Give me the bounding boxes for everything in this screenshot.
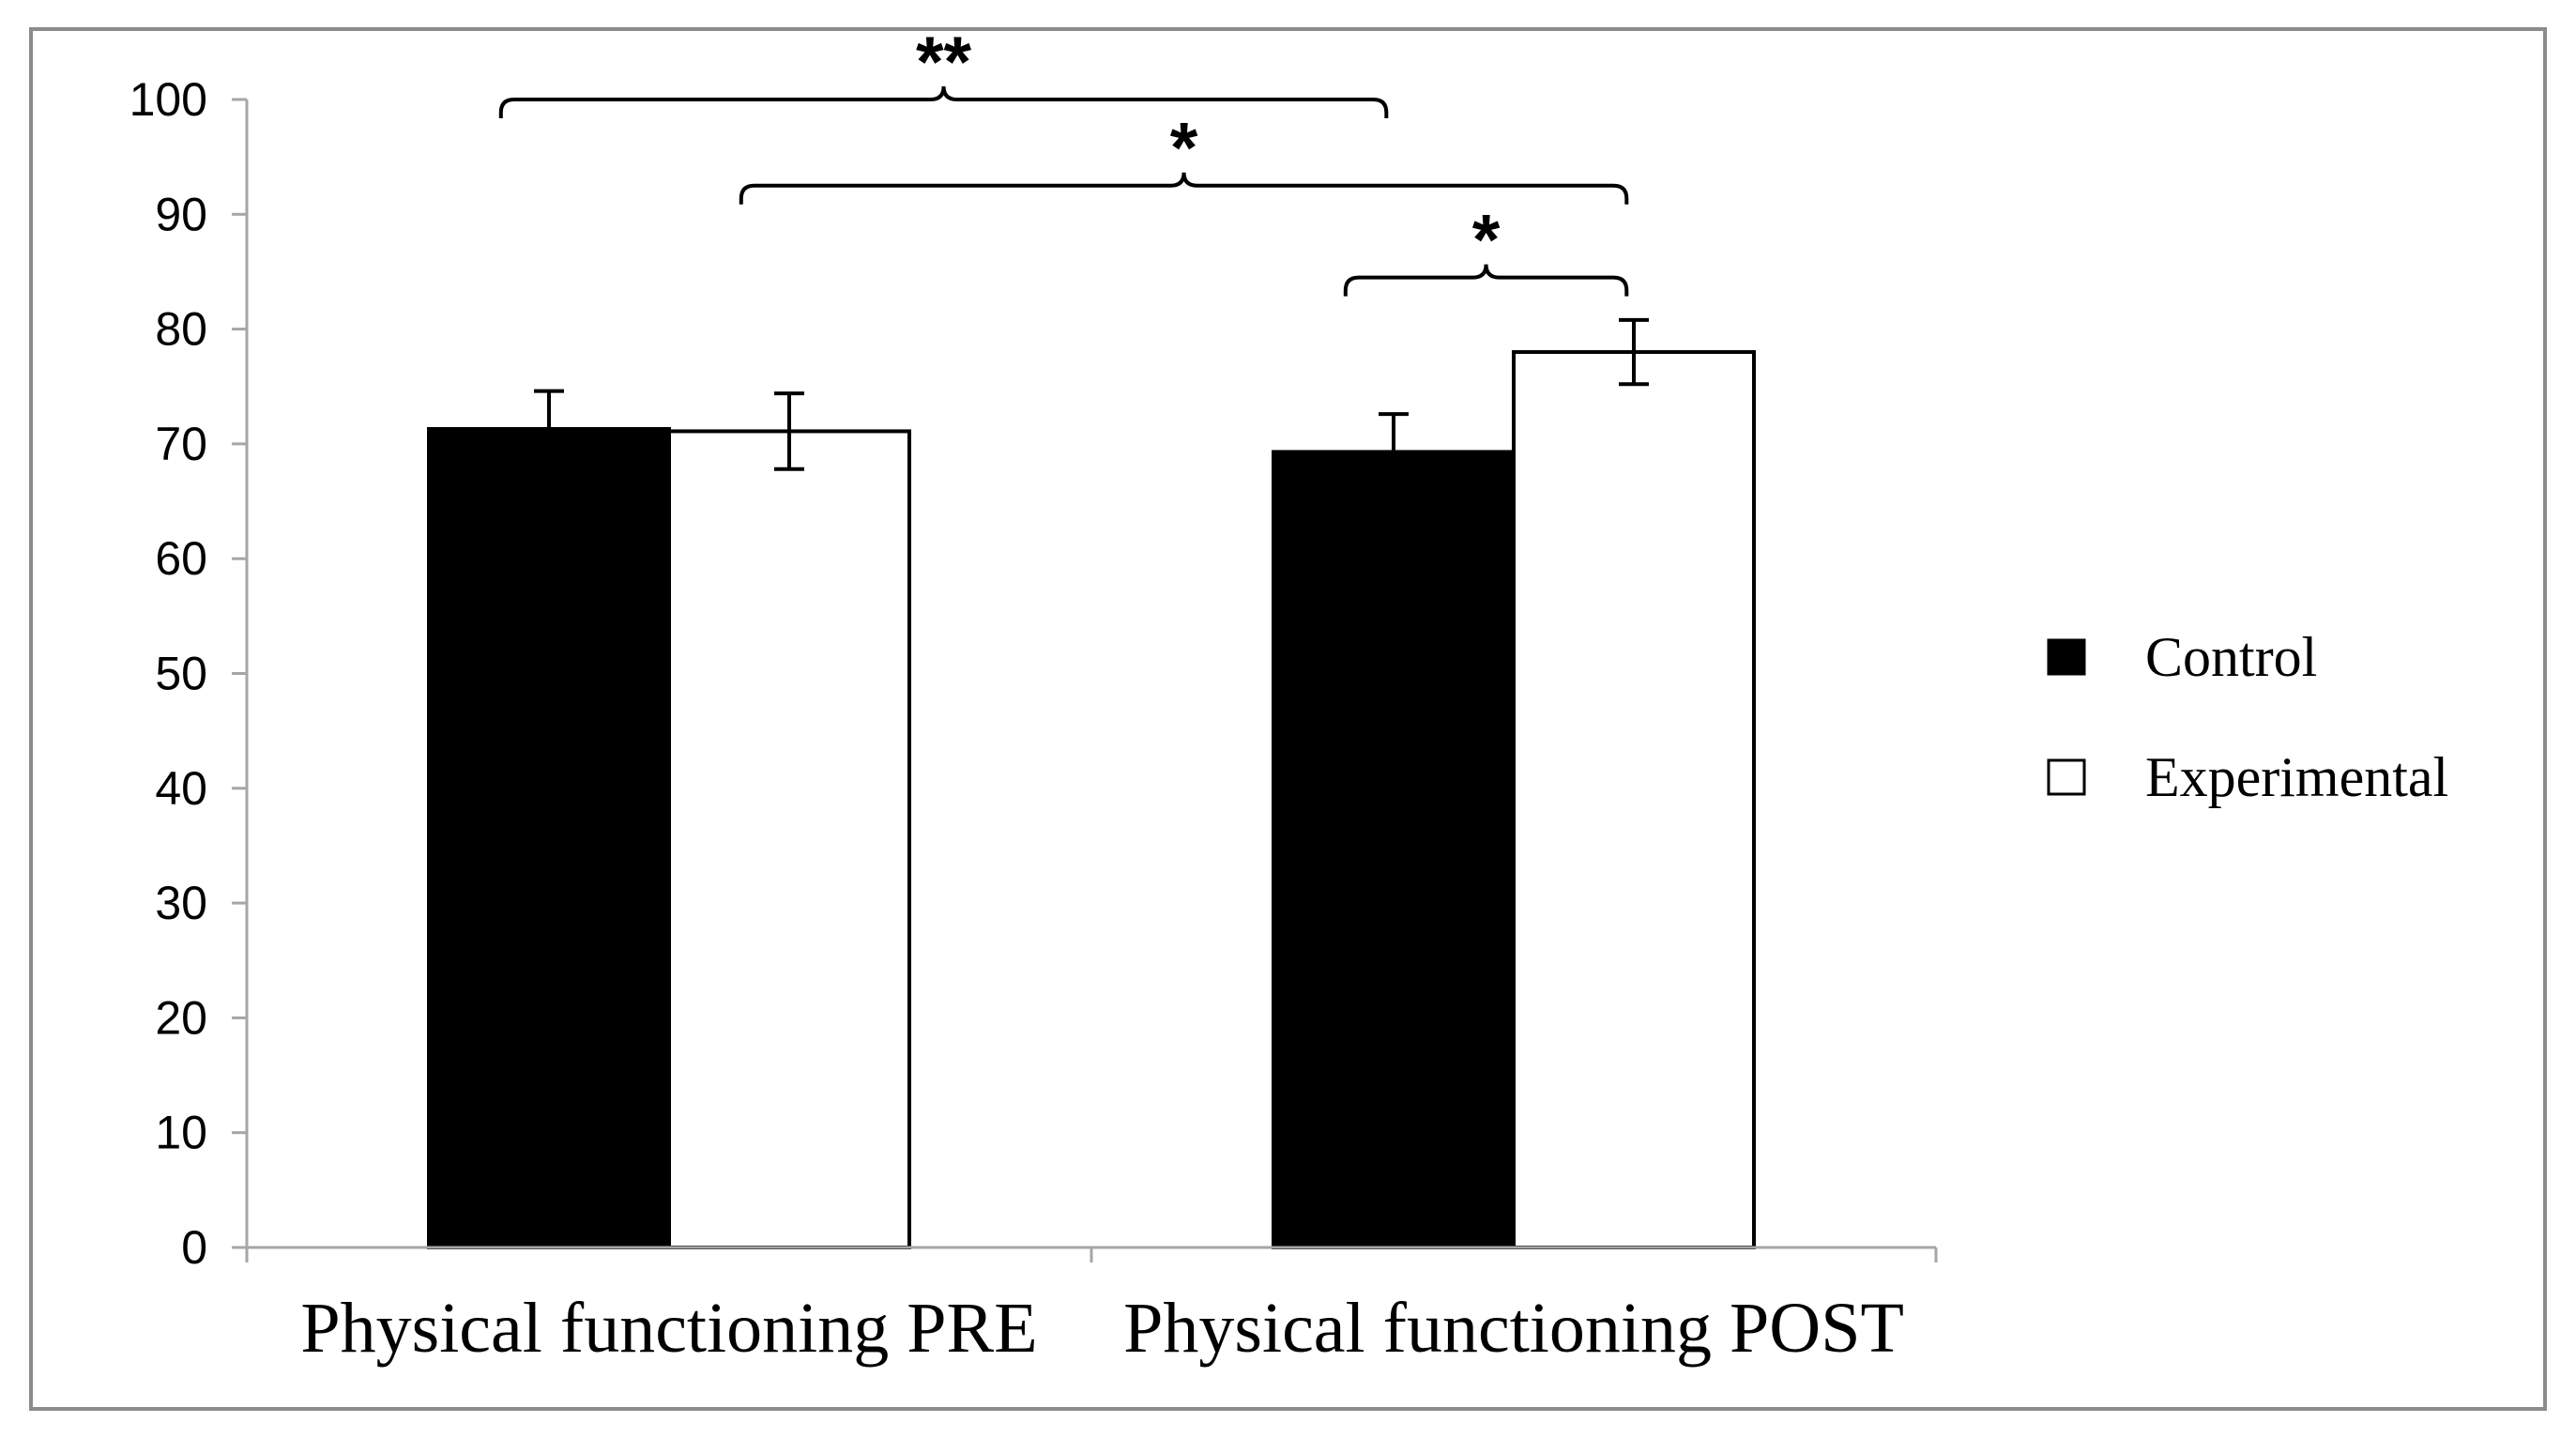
significance-bracket [498,85,1389,118]
significance-bracket [739,172,1629,205]
significance-marker: ** [916,23,972,102]
bar-experimental-pre [667,429,911,1249]
bar-experimental-post [1512,350,1756,1249]
y-tick-label: 70 [155,418,207,470]
legend-swatch-control [2047,638,2086,676]
significance-marker: * [1170,109,1198,189]
bar-control-pre [427,427,671,1250]
significance-marker: * [1472,201,1501,281]
y-tick-label: 30 [155,877,207,929]
x-category-label: Physical functioning PRE [300,1289,1037,1368]
y-tick-label: 80 [155,303,207,356]
y-tick-label: 10 [155,1107,207,1159]
legend: Control Experimental [2047,626,2448,808]
y-tick-label: 90 [155,188,207,240]
bar-control-post [1272,450,1516,1249]
y-tick-label: 60 [155,532,207,585]
x-category-label: Physical functioning POST [1123,1289,1904,1368]
y-tick-label: 100 [130,73,207,126]
legend-label-experimental: Experimental [2145,746,2448,808]
legend-swatch-experimental [2047,758,2086,796]
y-tick-label: 20 [155,991,207,1044]
y-tick-label: 50 [155,648,207,700]
significance-bracket [1343,264,1629,297]
legend-label-control: Control [2145,626,2317,688]
y-tick-label: 40 [155,762,207,815]
y-tick-label: 0 [181,1221,207,1274]
